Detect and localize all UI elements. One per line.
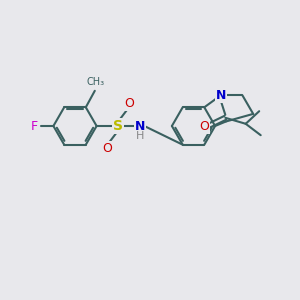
Text: H: H — [136, 130, 144, 141]
Text: S: S — [113, 119, 123, 133]
Text: N: N — [216, 89, 226, 102]
Text: O: O — [125, 97, 134, 110]
Text: CH₃: CH₃ — [86, 77, 104, 87]
Text: N: N — [135, 119, 145, 133]
Text: F: F — [31, 119, 38, 133]
Text: O: O — [200, 120, 209, 133]
Text: O: O — [102, 142, 112, 155]
